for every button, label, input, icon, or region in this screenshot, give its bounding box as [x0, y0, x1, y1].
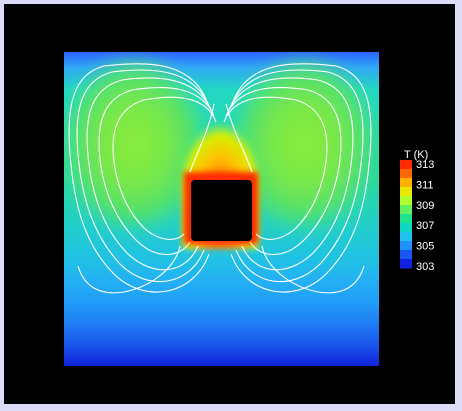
colorbar-swatches: [400, 160, 412, 269]
streamline-left-3: [86, 77, 213, 271]
colorbar-swatch: [400, 178, 412, 188]
streamline-right-5: [223, 96, 328, 240]
colorbar-swatch: [400, 205, 412, 215]
streamline-left-4: [98, 87, 215, 255]
colorbar-swatch: [400, 196, 412, 206]
colorbar-swatch: [400, 160, 412, 170]
streamline-right-2: [229, 69, 364, 283]
colorbar-tick-label: 307: [416, 220, 434, 232]
streamline-lower-right: [261, 245, 365, 294]
streamline-left-2: [76, 69, 211, 283]
streamline-plume-left: [189, 103, 215, 173]
temperature-contour-plot: T (K) 313 311 309 307 305 303: [64, 52, 434, 366]
streamline-right-4: [225, 87, 342, 255]
colorbar-tick-label: 305: [416, 241, 434, 253]
streamlines: [68, 63, 372, 294]
colorbar-tick-label: 313: [416, 159, 434, 171]
colorbar-swatch: [400, 241, 412, 251]
colorbar: T (K) 313 311 309 307 305 303: [400, 149, 434, 273]
streamline-plume-right: [225, 103, 253, 173]
colorbar-swatch: [400, 232, 412, 242]
colorbar-tick-label: 309: [416, 200, 434, 212]
colorbar-swatch: [400, 250, 412, 260]
colorbar-tick-label: 311: [416, 179, 434, 191]
colorbar-swatch: [400, 214, 412, 224]
streamline-left-5: [112, 96, 217, 240]
colorbar-title: T (K): [404, 149, 428, 161]
streamline-lower-left: [77, 245, 181, 294]
colorbar-swatch: [400, 259, 412, 269]
streamline-left-outer: [68, 63, 210, 293]
colorbar-swatch: [400, 187, 412, 197]
colorbar-ticks: 313 311 309 307 305 303: [416, 159, 434, 273]
streamline-right-outer: [230, 63, 372, 293]
colorbar-swatch: [400, 169, 412, 179]
plot-frame: T (K) 313 311 309 307 305 303: [4, 4, 455, 404]
colorbar-tick-label: 303: [416, 261, 434, 273]
colorbar-swatch: [400, 223, 412, 233]
left-vortex-region: [64, 54, 209, 234]
streamline-right-3: [227, 77, 354, 271]
heated-obstacle: [191, 180, 252, 241]
right-vortex-region: [229, 54, 379, 234]
